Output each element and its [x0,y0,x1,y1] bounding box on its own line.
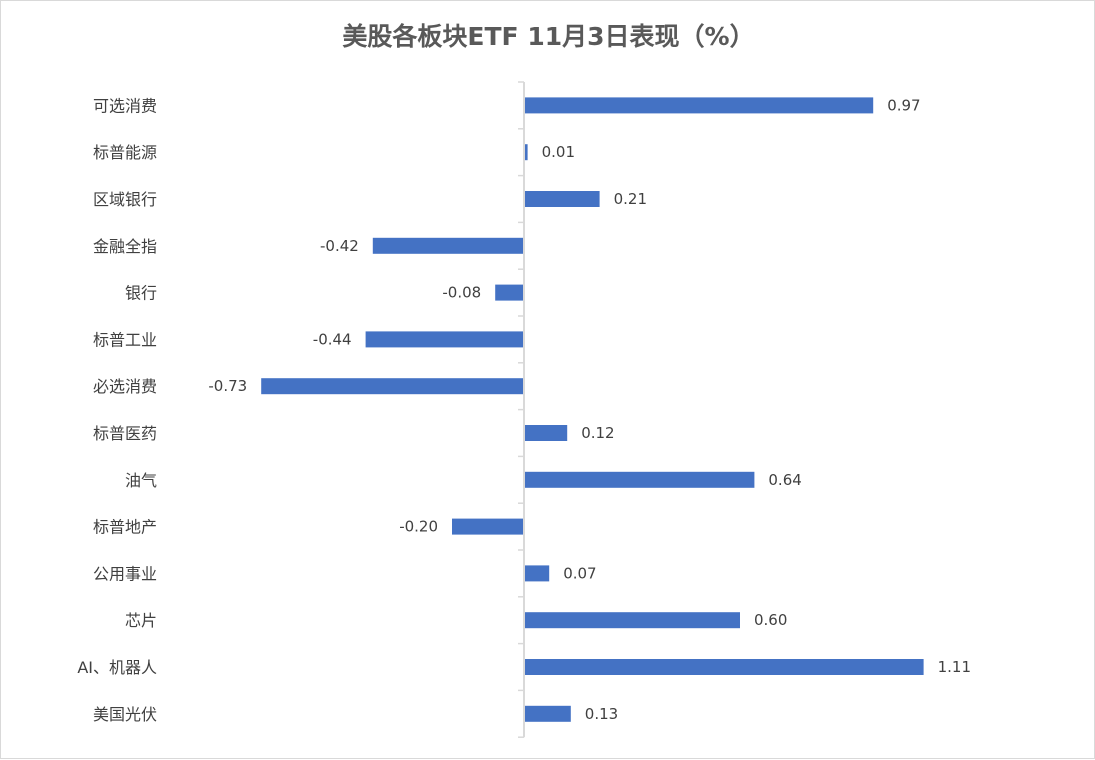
bar [372,237,524,254]
data-label: 0.12 [581,424,614,442]
bar [495,284,524,301]
bar [524,97,874,114]
chart-title: 美股各板块ETF 11月3日表现（%） [342,22,755,51]
category-label: 银行 [125,284,157,303]
data-label: 0.01 [542,143,575,161]
data-label: 0.97 [887,96,920,114]
category-label: 美国光伏 [93,705,157,724]
category-label: 芯片 [125,611,157,630]
category-label: 油气 [125,471,157,490]
data-label: 0.64 [768,471,801,489]
bar [524,191,600,207]
category-label: 金融全指 [93,237,157,256]
data-label: 0.07 [563,564,596,582]
bar [524,471,755,488]
bar [524,144,528,161]
bar [524,705,571,722]
category-label: 可选消费 [93,96,157,115]
bar [524,659,924,675]
data-label: 0.13 [585,705,618,723]
data-label: 1.11 [938,658,971,676]
category-label: 标普地产 [93,518,157,537]
bar [524,425,568,441]
bar [365,331,524,348]
category-label: AI、机器人 [77,658,157,677]
bar [524,612,740,629]
bar [261,378,524,395]
category-label: 标普工业 [93,330,157,349]
data-label: 0.21 [614,190,647,208]
category-label: 区域银行 [93,190,157,209]
category-label: 标普能源 [93,143,157,162]
category-label: 公用事业 [93,564,157,583]
bar [524,565,550,582]
data-label: -0.42 [320,237,359,255]
category-label: 必选消费 [93,377,157,396]
data-label: -0.73 [208,377,247,395]
data-label: -0.08 [442,284,481,302]
data-label: 0.60 [754,611,787,629]
data-label: -0.44 [313,330,352,348]
data-label: -0.20 [399,518,438,536]
bar [452,518,524,535]
category-label: 标普医药 [93,424,157,443]
